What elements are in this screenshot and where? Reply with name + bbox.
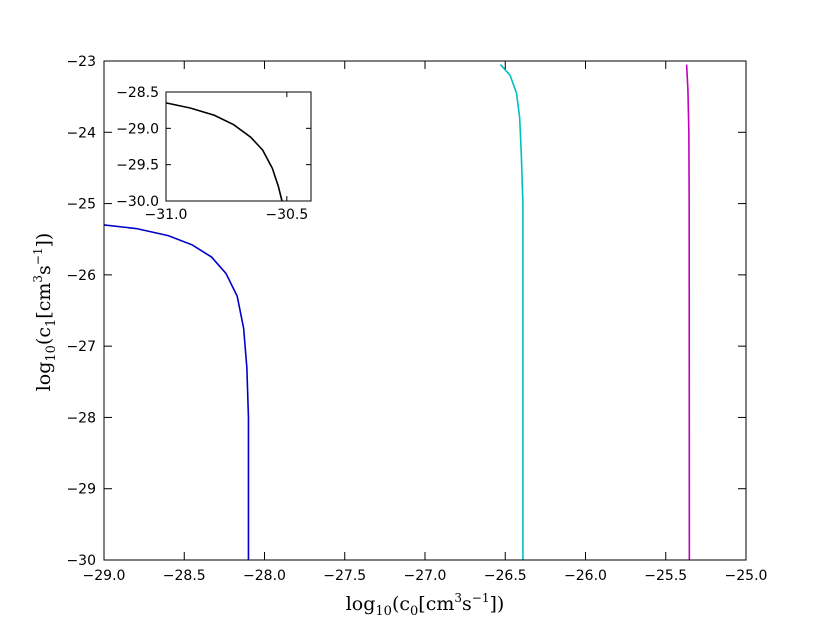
main-y-tick-label: −28 — [66, 410, 96, 426]
main-x-tick-label: −25.0 — [725, 568, 768, 584]
inset-y-tick-label: −29.5 — [116, 158, 159, 174]
main-x-tick-label: −28.0 — [243, 568, 286, 584]
main-plot: −29.0 −28.5 −28.0 −27.5 −27.0 −26.5 −26.0 −25.5… — [66, 54, 767, 584]
main-series-line-2 — [685, 64, 691, 561]
main-series-line-1 — [499, 64, 524, 560]
main-x-tick-label: −25.5 — [644, 568, 687, 584]
x-axis-label: log10(c0[cm3s−1]) — [346, 591, 505, 619]
main-x-tick-label: −28.5 — [163, 568, 206, 584]
main-y-tick-label: −24 — [66, 125, 96, 141]
main-x-tick-label: −27.5 — [323, 568, 366, 584]
inset-x-tick-label: −31.0 — [145, 207, 188, 223]
inset-background — [166, 92, 311, 201]
main-series-line-0 — [103, 224, 250, 560]
inset-frame — [165, 91, 312, 202]
main-x-tick-label: −26.5 — [484, 568, 527, 584]
main-y-tick-label: −27 — [66, 339, 96, 355]
inset-y-tick-label: −28.5 — [116, 85, 159, 101]
inset-x-tick-label: −30.5 — [265, 207, 308, 223]
y-axis-label: log10(c1[cm3s−1]) — [31, 233, 59, 392]
inset-series-line-0 — [165, 102, 283, 202]
inset-y-tick-label: −29.0 — [116, 121, 159, 137]
main-y-tick-label: −30 — [66, 553, 96, 569]
inset-y-tick-label: −30.0 — [116, 194, 159, 210]
main-x-tick-label: −29.0 — [83, 568, 126, 584]
main-y-tick-label: −23 — [66, 54, 96, 70]
main-y-tick-label: −25 — [66, 197, 96, 213]
main-x-tick-label: −26.0 — [564, 568, 607, 584]
main-y-tick-label: −29 — [66, 482, 96, 498]
inset-plot: −31.0 −30.5 −28.5 −29.0 −29.5 −30.0 — [116, 85, 312, 223]
main-x-tick-label: −27.0 — [404, 568, 447, 584]
main-y-tick-label: −26 — [66, 268, 96, 284]
